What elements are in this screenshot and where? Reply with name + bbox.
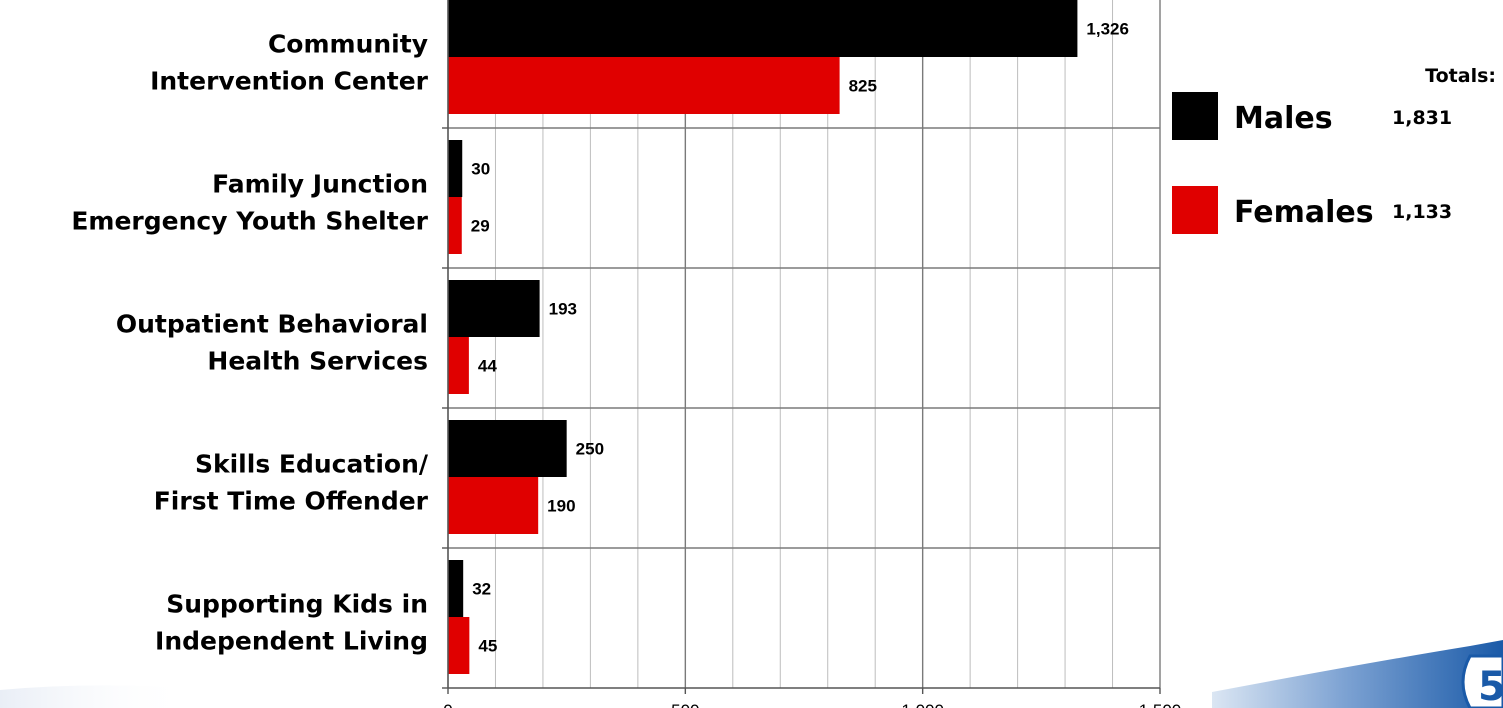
x-tick-label: 1,000 [901,701,944,708]
value-label: 44 [478,357,497,376]
legend-total: 1,831 [1392,107,1452,129]
value-label: 825 [849,77,877,96]
legend: Totals: Males 1,831 Females 1,133 [1172,65,1496,234]
bars: 1,326 825 30 29 193 44 250 190 32 45 [448,0,1129,674]
bar-males-1 [448,140,463,197]
value-label: 190 [547,497,575,516]
category-label: Emergency Youth Shelter [71,207,428,236]
bottom-left-swoosh [0,685,190,708]
value-label: 193 [549,300,577,319]
bar-females-0 [448,57,840,114]
value-label: 30 [471,160,490,179]
bar-females-4 [448,617,470,674]
legend-heading: Totals: [1425,65,1496,87]
category-label: Health Services [207,347,428,376]
legend-label: Females [1234,195,1374,230]
category-label: Supporting Kids in [166,590,428,619]
bar-females-2 [448,337,469,394]
bar-males-2 [448,280,540,337]
x-tick-label: 1,500 [1139,701,1182,708]
value-label: 45 [478,637,497,656]
category-label: First Time Offender [154,487,429,516]
legend-label: Males [1234,101,1333,136]
page-decoration: 5 [0,640,1503,708]
value-label: 250 [576,440,604,459]
category-label: Skills Education/ [195,450,429,479]
bar-females-1 [448,197,462,254]
page-number-badge [1461,654,1503,708]
category-label: Family Junction [212,170,428,199]
category-labels: Community Intervention Center Family Junct… [71,30,429,656]
bar-males-0 [448,0,1078,57]
bottom-right-swoosh [1212,640,1503,708]
category-label: Outpatient Behavioral [116,310,428,339]
bar-males-3 [448,420,567,477]
page-number: 5 [1478,664,1503,708]
x-tick-label: 500 [671,701,699,708]
axis: 0 500 1,000 1,500 [442,0,1181,708]
bar-males-4 [448,560,464,617]
category-label: Community [268,30,428,59]
legend-swatch-males [1172,92,1218,140]
value-label: 1,326 [1086,20,1129,39]
value-label: 32 [472,580,491,599]
category-label: Independent Living [155,627,428,656]
value-label: 29 [471,217,490,236]
category-label: Intervention Center [150,67,429,96]
bar-females-3 [448,477,539,534]
legend-total: 1,133 [1392,201,1452,223]
legend-swatch-females [1172,186,1218,234]
x-tick-label: 0 [443,701,452,708]
